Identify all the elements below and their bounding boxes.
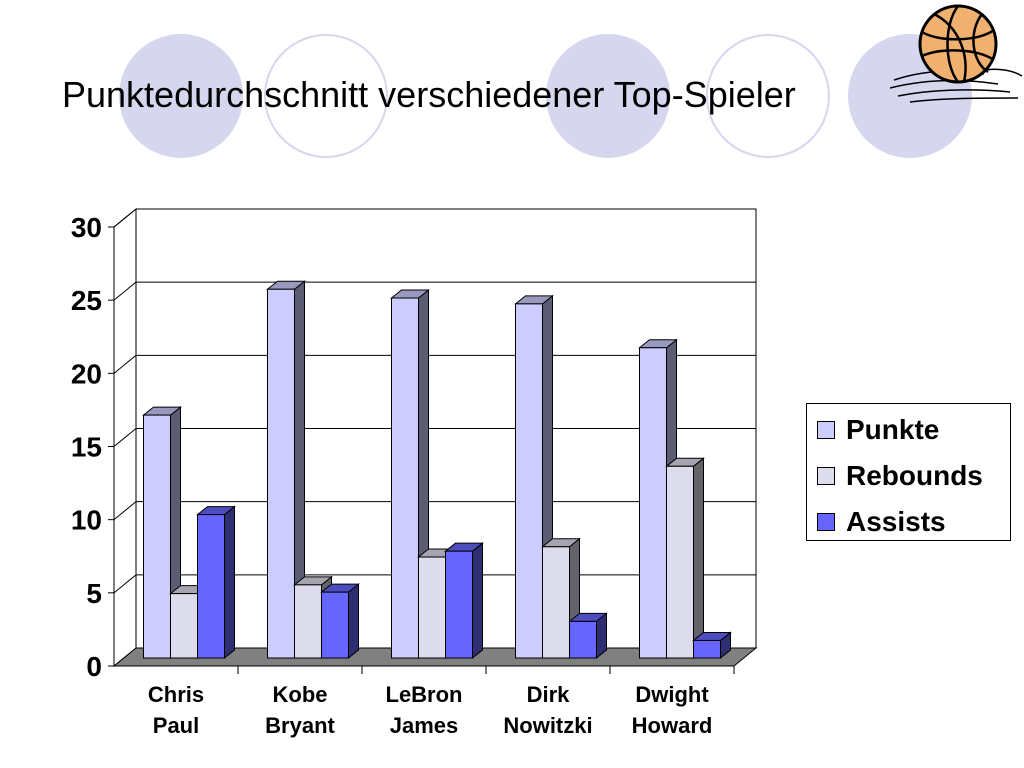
gridline-side [113, 208, 137, 228]
bar-punkte [390, 288, 430, 660]
x-tick-label-line: Chris [148, 682, 204, 707]
decor-circle-ring [706, 34, 830, 158]
bars [142, 280, 732, 660]
bar-front [197, 514, 225, 659]
x-tick-label-line: Dwight [635, 682, 709, 707]
x-tick-label-line: Paul [153, 713, 199, 738]
bar-assists [196, 505, 236, 660]
legend-label: Assists [846, 506, 946, 537]
x-axis-ticks: Chris Paul Kobe Bryant LeBron James Dirk Nowitz… [148, 666, 735, 738]
x-tick-label-line: James [390, 713, 459, 738]
y-tick-label: 5 [86, 578, 102, 609]
y-tick-label: 30 [71, 212, 102, 243]
bar-front [666, 465, 694, 659]
bar-front [542, 546, 570, 659]
decor-circle-ring [264, 34, 388, 158]
x-tick-label-line: Howard [632, 713, 713, 738]
bar-assists [692, 631, 732, 660]
bar-front [445, 550, 473, 659]
bar-front [693, 639, 721, 659]
bar-side [472, 542, 483, 660]
bar-punkte [514, 294, 554, 660]
x-tick-label: Kobe Bryant [265, 682, 335, 738]
basketball-icon [889, 4, 1023, 103]
decor-circle-filled [546, 34, 670, 158]
bar-front [143, 414, 171, 659]
gridline-side [113, 281, 137, 301]
gridline-side [113, 428, 137, 447]
bar-front [294, 584, 322, 659]
bar-front [170, 593, 198, 659]
x-tick-label: Chris Paul [148, 682, 204, 738]
y-tick-label: 20 [71, 358, 102, 389]
bar-side [224, 505, 235, 660]
bar-assists [320, 583, 360, 660]
legend-swatch [817, 467, 835, 485]
bar-assists [568, 612, 608, 660]
y-axis-ticks: 0 5 10 15 20 25 30 [71, 212, 114, 682]
bar-front [515, 303, 543, 659]
legend-swatch [817, 421, 835, 439]
x-tick-label-line: Kobe [273, 682, 328, 707]
bar-front [321, 591, 349, 659]
bar-front [267, 288, 295, 659]
gridline-side [113, 354, 137, 374]
y-tick-label: 0 [86, 651, 102, 682]
bar-front [569, 620, 597, 659]
bar-front [639, 347, 667, 659]
y-tick-label: 25 [71, 285, 102, 316]
x-tick-label-line: Bryant [265, 713, 335, 738]
chart-legend: Punkte Rebounds Assists [806, 403, 1011, 541]
bar-assists [444, 542, 484, 660]
x-tick-label: LeBron James [386, 682, 463, 738]
slide-title: Punktedurchschnitt verschiedener Top-Spi… [62, 74, 796, 115]
legend-label: Punkte [846, 414, 940, 445]
bar-rebounds [665, 457, 705, 660]
x-tick-label: Dirk Nowitzki [503, 682, 592, 738]
bar-side [348, 583, 359, 660]
x-tick-label-line: LeBron [386, 682, 463, 707]
decor-circle-filled [119, 34, 243, 158]
legend-label: Rebounds [846, 460, 983, 491]
y-tick-label: 10 [71, 505, 102, 536]
x-tick-label-line: Dirk [527, 682, 571, 707]
y-tick-label: 15 [71, 432, 102, 463]
gridline-side [113, 574, 137, 594]
bar-front [391, 297, 419, 659]
x-tick-label-line: Nowitzki [503, 713, 592, 738]
x-tick-label: Dwight Howard [632, 682, 713, 738]
bar-front [418, 556, 446, 659]
bar-punkte [266, 280, 306, 660]
gridline-side [113, 501, 137, 521]
bar-side [693, 457, 704, 660]
legend-swatch [817, 513, 835, 531]
